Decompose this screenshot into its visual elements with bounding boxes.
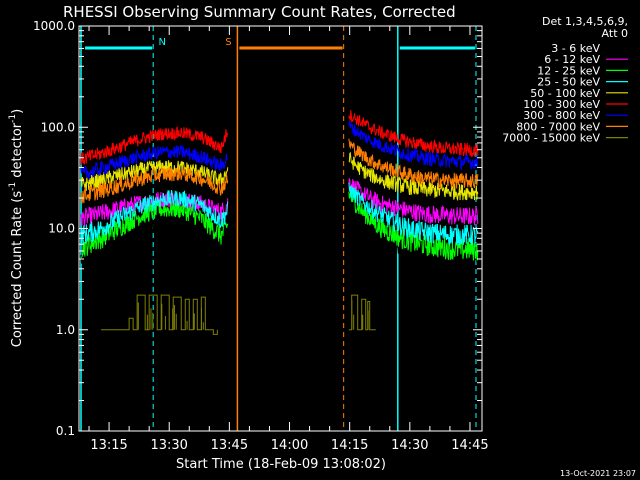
y-tick-label: 1.0	[56, 323, 75, 337]
y-tick-label: 1000.0	[33, 19, 75, 33]
x-tick-label: 14:15	[331, 438, 368, 453]
series-7-segment-0	[80, 166, 229, 205]
series-8-segment-1	[348, 294, 376, 331]
x-tick-label: 14:00	[271, 438, 308, 453]
series-layer	[80, 110, 479, 335]
series-6-segment-0	[80, 145, 229, 180]
night-label: N	[158, 37, 165, 48]
legend-header-line-1: Det 1,3,4,5,6,9,	[542, 15, 628, 28]
series-7-segment-1	[348, 138, 479, 189]
x-tick-label: 14:45	[451, 438, 488, 453]
y-axis-label-sup2: -1	[8, 114, 18, 123]
y-axis-label-sup1: -1	[8, 182, 18, 191]
legend-entry-label: 300 - 800 keV	[523, 109, 600, 122]
series-3-segment-1	[348, 182, 479, 246]
y-axis-label-main: Corrected Count Rate (s	[10, 191, 25, 348]
series-7	[80, 138, 479, 205]
y-tick-label: 100.0	[41, 120, 75, 134]
series-0-segment-1	[348, 212, 479, 268]
legend-entry-label: 6 - 12 keV	[544, 53, 600, 66]
saa-label: S	[225, 37, 231, 48]
series-6-segment-1	[348, 120, 479, 171]
series-6	[80, 120, 479, 180]
y-axis: 0.1 1.0 10.0 100.0 1000.0	[33, 19, 482, 438]
x-tick-label: 13:30	[150, 438, 187, 453]
y-axis-label-end: )	[10, 109, 25, 114]
series-8	[101, 294, 376, 335]
series-0	[80, 212, 479, 268]
series-5	[80, 110, 479, 166]
series-3	[80, 182, 479, 246]
x-tick-label: 13:15	[90, 438, 127, 453]
series-2-segment-0	[80, 200, 229, 259]
series-1-segment-1	[348, 178, 479, 226]
legend-header-line-2: Att 0	[602, 27, 628, 40]
series-0-segment-0	[80, 213, 229, 266]
y-tick-label: 10.0	[48, 222, 75, 236]
legend-entry-label: 800 - 7000 keV	[516, 120, 600, 133]
legend-entry-label: 50 - 100 keV	[530, 87, 600, 100]
legend-entry-label: 3 - 6 keV	[551, 42, 600, 55]
series-8-segment-0	[101, 294, 218, 335]
x-axis-label: Start Time (18-Feb-09 13:08:02)	[176, 457, 386, 472]
footer-date: 13-Oct-2021 23:07	[560, 469, 636, 478]
legend-entry-label: 100 - 300 keV	[523, 98, 600, 111]
legend-entry-label: 12 - 25 keV	[537, 64, 600, 77]
y-tick-label: 0.1	[56, 424, 75, 438]
x-tick-label: 13:45	[211, 438, 248, 453]
y-axis-label: Corrected Count Rate (s-1 detector-1)	[8, 109, 25, 347]
series-5-segment-0	[80, 126, 229, 166]
series-3-segment-0	[80, 189, 229, 246]
series-5-segment-1	[348, 110, 479, 157]
legend-entry-label: 7000 - 15000 keV	[502, 132, 600, 145]
y-axis-label-mid: detector	[10, 122, 25, 182]
chart-title: RHESSI Observing Summary Count Rates, Co…	[63, 3, 456, 21]
x-axis: 13:15 13:30 13:45 14:00 14:15 14:30 14:45	[88, 26, 489, 453]
legend-entry-label: 25 - 50 keV	[537, 76, 600, 89]
x-tick-label: 14:30	[391, 438, 428, 453]
